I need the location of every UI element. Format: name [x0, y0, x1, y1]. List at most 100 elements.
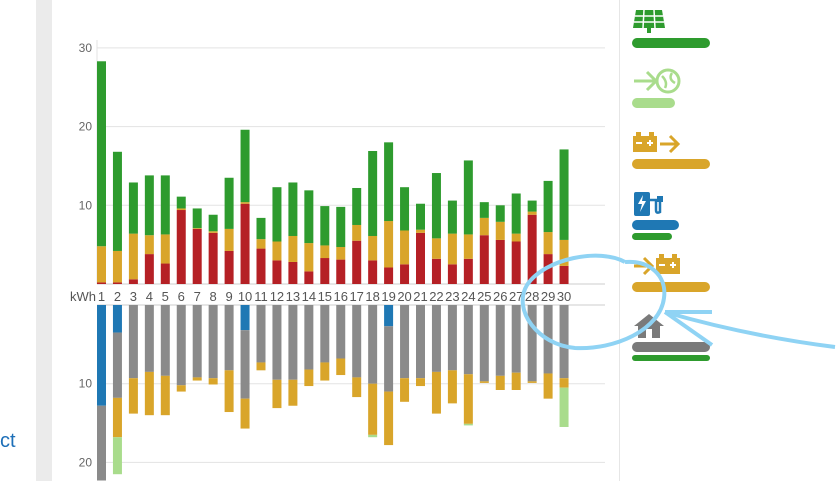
consumption-bar-segment	[240, 398, 250, 429]
x-tick-label: 9	[225, 289, 232, 304]
production-bar-segment	[352, 240, 362, 284]
production-bar-segment	[128, 233, 138, 280]
left-link-fragment[interactable]: ct	[0, 430, 16, 452]
production-bar-segment	[543, 232, 553, 255]
x-tick-label: 7	[194, 289, 201, 304]
production-bar-segment	[240, 129, 250, 203]
x-tick-label: 3	[130, 289, 137, 304]
consumption-bar-segment	[192, 377, 202, 381]
consumption-bar-segment	[416, 305, 425, 379]
consumption-bar-segment	[431, 305, 441, 372]
consumption-bar-segment	[240, 305, 250, 331]
production-bar-segment	[176, 210, 186, 284]
production-bar-segment	[208, 231, 218, 233]
x-tick-label: 30	[557, 289, 571, 304]
production-bar-segment	[400, 187, 410, 231]
x-tick-label: 22	[429, 289, 443, 304]
consumption-bar-segment	[511, 305, 521, 373]
production-bar-segment	[559, 265, 569, 284]
x-tick-label: 8	[210, 289, 217, 304]
production-bar-segment	[304, 190, 314, 244]
consumption-bar-segment	[336, 358, 346, 376]
production-bar-segment	[463, 160, 473, 235]
production-bar-segment	[160, 263, 170, 284]
x-tick-label: 29	[541, 289, 555, 304]
consumption-bar-segment	[288, 379, 298, 406]
consumption-bar-segment	[447, 305, 457, 371]
production-bar-segment	[495, 221, 505, 240]
production-bar-segment	[112, 282, 122, 284]
production-bar-segment	[208, 232, 218, 284]
production-bar-segment	[368, 260, 378, 284]
production-bar-segment	[144, 235, 154, 255]
y-tick-label-top: 20	[79, 120, 93, 134]
consumption-bar-segment	[256, 362, 266, 371]
solar-bar	[632, 38, 710, 48]
chart-panel: 10 20 30 10 20 kWh 1 2 3 4 5 6 7 8 9 10 11 12 13 14 15 16 17 18…	[52, 0, 620, 481]
production-bar-segment	[272, 241, 282, 261]
consumption-bar-segment	[400, 305, 410, 379]
production-bar-segment	[192, 228, 202, 229]
production-bar-segment	[368, 235, 378, 261]
consumption-bar-segment	[479, 381, 489, 383]
consumption-bar-segment	[208, 305, 218, 379]
x-tick-label: 14	[302, 289, 316, 304]
x-tick-label: 4	[146, 289, 153, 304]
ev-charger-sub-bar	[632, 233, 672, 240]
production-bar-segment	[97, 61, 106, 247]
production-bar-segment	[336, 206, 346, 248]
consumption-bar-segment	[511, 372, 521, 390]
consumption-bar-segment	[384, 305, 394, 327]
x-tick-label: 1	[98, 289, 105, 304]
consumption-bar-segment	[559, 387, 569, 427]
production-bar-segment	[144, 254, 154, 284]
production-bar-segment	[192, 208, 202, 229]
consumption-bar-segment	[352, 305, 362, 378]
x-tick-label: 28	[525, 289, 539, 304]
consumption-bar-segment	[527, 381, 537, 383]
production-bar-segment	[128, 182, 138, 234]
production-bar-segment	[192, 228, 202, 284]
production-bar-segment	[511, 241, 521, 284]
y-tick-label-bottom: 20	[79, 455, 93, 469]
grid-export-bar	[632, 98, 675, 108]
production-bar-segment	[128, 279, 138, 284]
x-tick-label: 21	[413, 289, 427, 304]
production-bar-segment	[256, 239, 266, 249]
consumption-bar-segment	[112, 397, 122, 438]
consumption-bar-segment	[352, 377, 362, 398]
consumption-bar-segment	[447, 370, 457, 404]
consumption-bar-segment	[112, 332, 122, 398]
production-bar-segment	[479, 217, 489, 236]
production-bar-segment	[288, 235, 298, 262]
left-page-strip	[0, 0, 36, 481]
consumption-bar-segment	[160, 375, 170, 416]
consumption-bar-segment	[256, 305, 266, 363]
consumption-bar-segment	[479, 305, 489, 382]
production-bar-segment	[384, 221, 394, 268]
production-bar-segment	[431, 258, 441, 284]
consumption-bar-segment	[304, 369, 314, 387]
production-bar-segment	[272, 187, 282, 242]
x-tick-label: 6	[178, 289, 185, 304]
x-tick-label: 11	[254, 289, 268, 304]
consumption-bar-segment	[463, 423, 473, 426]
production-bar-segment	[176, 196, 186, 209]
production-bar-segment	[288, 261, 298, 284]
x-tick-label: 2	[114, 289, 121, 304]
consumption-bar-segment	[144, 305, 154, 372]
production-bar-segment	[320, 258, 330, 284]
consumption-bar-segment	[144, 371, 154, 416]
production-bar-segment	[431, 173, 441, 239]
production-bar-segment	[447, 264, 457, 284]
x-tick-label: 19	[381, 289, 395, 304]
consumption-bar-segment	[384, 391, 394, 446]
consumption-bar-segment	[416, 378, 425, 387]
consumption-bar-segment	[559, 378, 569, 388]
x-tick-label: 20	[397, 289, 411, 304]
production-bar-segment	[160, 175, 170, 235]
consumption-bar-segment	[495, 375, 505, 390]
production-bar-segment	[543, 254, 553, 284]
consumption-bar-segment	[128, 378, 138, 414]
production-bar-segment	[495, 239, 505, 284]
